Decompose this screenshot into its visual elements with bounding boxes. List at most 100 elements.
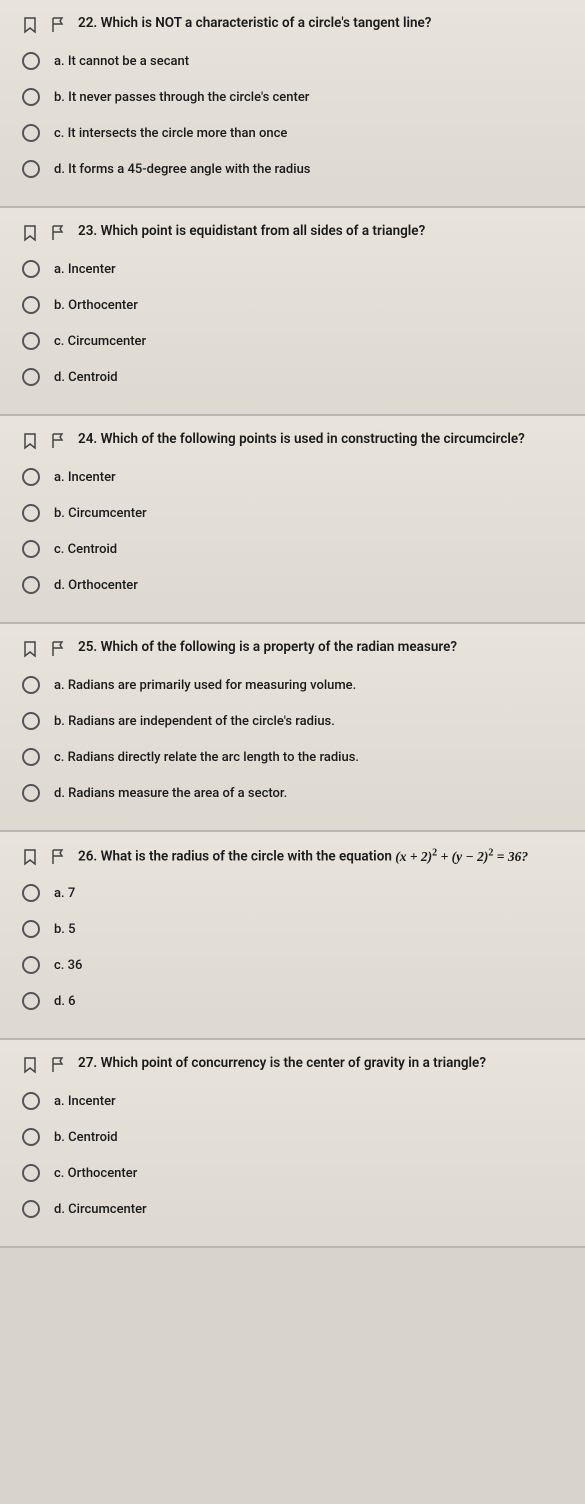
option[interactable]: d. It forms a 45-degree angle with the r…: [22, 160, 567, 178]
option-text: c. Centroid: [54, 542, 117, 557]
radio-icon[interactable]: [22, 576, 40, 594]
options-list: a. 7 b. 5 c. 36 d. 6: [18, 884, 567, 1010]
radio-icon[interactable]: [22, 784, 40, 802]
option[interactable]: c. Circumcenter: [22, 332, 567, 350]
option[interactable]: c. Radians directly relate the arc lengt…: [22, 748, 567, 766]
radio-icon[interactable]: [22, 368, 40, 386]
bookmark-icon[interactable]: [22, 848, 38, 866]
option-text: c. 36: [54, 958, 82, 973]
quiz-container: 22. Which is NOT a characteristic of a c…: [0, 0, 585, 1248]
option-text: b. Centroid: [54, 1130, 118, 1145]
option[interactable]: c. It intersects the circle more than on…: [22, 124, 567, 142]
option[interactable]: b. It never passes through the circle's …: [22, 88, 567, 106]
option[interactable]: a. Incenter: [22, 1092, 567, 1110]
option-text: d. Radians measure the area of a sector.: [54, 786, 287, 801]
question-header: 24. Which of the following points is use…: [18, 430, 567, 450]
flag-icon[interactable]: [50, 640, 66, 658]
option-text: c. Circumcenter: [54, 334, 146, 349]
option[interactable]: b. Orthocenter: [22, 296, 567, 314]
question-header: 22. Which is NOT a characteristic of a c…: [18, 14, 567, 34]
question-block: 26. What is the radius of the circle wit…: [0, 832, 585, 1040]
option[interactable]: d. Circumcenter: [22, 1200, 567, 1218]
option[interactable]: c. Centroid: [22, 540, 567, 558]
radio-icon[interactable]: [22, 992, 40, 1010]
option-text: b. It never passes through the circle's …: [54, 90, 309, 105]
radio-icon[interactable]: [22, 52, 40, 70]
option[interactable]: d. 6: [22, 992, 567, 1010]
question-text: 27. Which point of concurrency is the ce…: [78, 1054, 486, 1073]
option-text: b. Circumcenter: [54, 506, 147, 521]
flag-icon[interactable]: [50, 16, 66, 34]
radio-icon[interactable]: [22, 540, 40, 558]
option-text: a. 7: [54, 886, 75, 901]
options-list: a. Radians are primarily used for measur…: [18, 676, 567, 802]
radio-icon[interactable]: [22, 748, 40, 766]
option-text: d. 6: [54, 994, 76, 1009]
question-block: 24. Which of the following points is use…: [0, 416, 585, 624]
options-list: a. Incenter b. Circumcenter c. Centroid d. …: [18, 468, 567, 594]
options-list: a. Incenter b. Centroid c. Orthocenter d. C…: [18, 1092, 567, 1218]
option[interactable]: d. Centroid: [22, 368, 567, 386]
option[interactable]: b. 5: [22, 920, 567, 938]
option[interactable]: a. Incenter: [22, 260, 567, 278]
flag-icon[interactable]: [50, 848, 66, 866]
option-text: a. Incenter: [54, 1094, 116, 1109]
option[interactable]: a. Radians are primarily used for measur…: [22, 676, 567, 694]
question-header: 23. Which point is equidistant from all …: [18, 222, 567, 242]
flag-icon[interactable]: [50, 1056, 66, 1074]
options-list: a. Incenter b. Orthocenter c. Circumcenter…: [18, 260, 567, 386]
bookmark-icon[interactable]: [22, 640, 38, 658]
option[interactable]: a. It cannot be a secant: [22, 52, 567, 70]
bookmark-icon[interactable]: [22, 432, 38, 450]
flag-icon[interactable]: [50, 432, 66, 450]
option[interactable]: a. Incenter: [22, 468, 567, 486]
option[interactable]: d. Radians measure the area of a sector.: [22, 784, 567, 802]
radio-icon[interactable]: [22, 332, 40, 350]
question-header: 26. What is the radius of the circle wit…: [18, 846, 567, 866]
option[interactable]: d. Orthocenter: [22, 576, 567, 594]
question-block: 23. Which point is equidistant from all …: [0, 208, 585, 416]
option-text: c. Radians directly relate the arc lengt…: [54, 750, 359, 765]
question-header: 27. Which point of concurrency is the ce…: [18, 1054, 567, 1074]
option[interactable]: b. Centroid: [22, 1128, 567, 1146]
option-text: b. Radians are independent of the circle…: [54, 714, 335, 729]
radio-icon[interactable]: [22, 676, 40, 694]
option-text: c. It intersects the circle more than on…: [54, 126, 287, 141]
radio-icon[interactable]: [22, 1128, 40, 1146]
question-text: 22. Which is NOT a characteristic of a c…: [78, 14, 431, 33]
question-text: 23. Which point is equidistant from all …: [78, 222, 425, 241]
bookmark-icon[interactable]: [22, 224, 38, 242]
option-text: a. Incenter: [54, 262, 116, 277]
option[interactable]: b. Circumcenter: [22, 504, 567, 522]
options-list: a. It cannot be a secant b. It never pass…: [18, 52, 567, 178]
radio-icon[interactable]: [22, 260, 40, 278]
radio-icon[interactable]: [22, 1200, 40, 1218]
radio-icon[interactable]: [22, 88, 40, 106]
option-text: b. Orthocenter: [54, 298, 138, 313]
option-text: a. Radians are primarily used for measur…: [54, 678, 356, 693]
radio-icon[interactable]: [22, 124, 40, 142]
radio-icon[interactable]: [22, 1092, 40, 1110]
radio-icon[interactable]: [22, 1164, 40, 1182]
bookmark-icon[interactable]: [22, 16, 38, 34]
radio-icon[interactable]: [22, 504, 40, 522]
radio-icon[interactable]: [22, 296, 40, 314]
flag-icon[interactable]: [50, 224, 66, 242]
option-text: a. It cannot be a secant: [54, 54, 189, 69]
radio-icon[interactable]: [22, 160, 40, 178]
option[interactable]: c. 36: [22, 956, 567, 974]
option[interactable]: a. 7: [22, 884, 567, 902]
question-block: 22. Which is NOT a characteristic of a c…: [0, 0, 585, 208]
option[interactable]: c. Orthocenter: [22, 1164, 567, 1182]
radio-icon[interactable]: [22, 712, 40, 730]
option[interactable]: b. Radians are independent of the circle…: [22, 712, 567, 730]
radio-icon[interactable]: [22, 920, 40, 938]
radio-icon[interactable]: [22, 468, 40, 486]
question-text: 26. What is the radius of the circle wit…: [78, 846, 528, 866]
radio-icon[interactable]: [22, 956, 40, 974]
bookmark-icon[interactable]: [22, 1056, 38, 1074]
option-text: a. Incenter: [54, 470, 116, 485]
question-text: 24. Which of the following points is use…: [78, 430, 525, 449]
question-block: 27. Which point of concurrency is the ce…: [0, 1040, 585, 1248]
radio-icon[interactable]: [22, 884, 40, 902]
